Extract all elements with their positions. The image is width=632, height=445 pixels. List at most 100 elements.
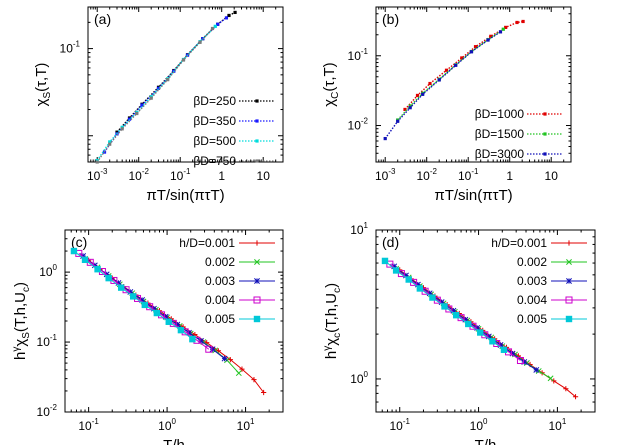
legend: βD=250 βD=350 βD=500 βD=750 [193, 94, 275, 168]
legend-label: βD=1500 [475, 127, 525, 141]
legend-marker [253, 296, 261, 304]
data-point [441, 303, 448, 310]
data-point [509, 350, 516, 357]
panel-c: 10-1 100 101 10-2 10-1 100 (c) T/h hγχS(T,h,Uc) h… [11, 229, 284, 445]
y-tick-label: 100 [350, 370, 368, 386]
data-point [80, 253, 87, 259]
data-point [139, 296, 146, 303]
data-point [500, 346, 508, 353]
legend-marker [253, 315, 261, 323]
data-point [408, 104, 412, 108]
x-tick-label: 10-2 [128, 167, 149, 183]
data-point [405, 276, 412, 283]
legend-label: βD=350 [193, 114, 236, 128]
y-tick-label: 100 [39, 263, 57, 279]
legend-marker [254, 259, 260, 265]
data-point [551, 378, 557, 384]
data-point [227, 13, 231, 18]
data-point [444, 68, 449, 72]
data-point [162, 313, 169, 320]
data-point [408, 106, 412, 110]
data-point [233, 10, 237, 15]
legend-marker [543, 132, 547, 136]
data-point [127, 289, 134, 295]
x-tick-label: 1 [506, 169, 513, 183]
data-point [135, 111, 139, 116]
series-3 [95, 26, 215, 164]
data-point [428, 81, 432, 86]
x-tick-label: 10-2 [416, 167, 437, 183]
plot-frame [375, 6, 572, 163]
data-point [391, 263, 398, 270]
data-point [105, 274, 112, 282]
data-point [181, 58, 186, 62]
data-point [460, 56, 464, 60]
data-point [120, 127, 124, 131]
legend-label: 0.003 [517, 274, 547, 288]
legend-marker [566, 278, 572, 284]
x-axis-label: πT/sin(πτT) [146, 187, 224, 204]
data-point [489, 34, 493, 38]
data-point [189, 335, 196, 343]
x-tick-label: 10-1 [458, 167, 479, 183]
data-point [426, 290, 433, 297]
data-point [396, 119, 400, 123]
x-tick-label: 10-3 [87, 167, 108, 183]
data-point [197, 337, 204, 344]
data-point [516, 357, 524, 365]
panel-label: (b) [382, 11, 399, 27]
data-point [156, 86, 161, 90]
legend-marker [566, 240, 572, 246]
data-point [150, 305, 157, 312]
panel-label: (d) [382, 234, 399, 250]
data-point [498, 30, 503, 34]
x-tick-label: 101 [548, 417, 566, 433]
data-point [149, 96, 153, 100]
x-tick-label: 101 [237, 417, 255, 433]
legend-marker [566, 259, 572, 265]
data-point [210, 26, 215, 31]
data-point [209, 346, 216, 353]
data-point [130, 293, 137, 300]
legend-label: βD=1000 [475, 107, 525, 121]
legend-marker [255, 119, 259, 123]
legend-label: h/D=0.001 [179, 236, 235, 250]
data-point [381, 257, 389, 265]
x-tick-label: 10-3 [375, 167, 396, 183]
series-line [404, 20, 524, 110]
x-tick-label: 10 [257, 169, 271, 183]
data-point [547, 375, 554, 382]
data-point [383, 136, 387, 141]
data-point [186, 329, 192, 336]
data-point [216, 22, 220, 26]
panel-a: 10-3 10-2 10-1 1 10 10-1 (a) πT/sin(πτT) χS(τ,T)… [33, 6, 284, 204]
legend-label: 0.004 [205, 293, 235, 307]
data-point [452, 311, 460, 319]
data-point [438, 299, 445, 306]
data-point [153, 309, 161, 317]
data-point [416, 285, 424, 292]
x-axis-label: πT/sin(πτT) [434, 187, 512, 204]
y-tick-label: 10-1 [37, 333, 58, 349]
data-point [521, 359, 528, 365]
data-point [70, 247, 78, 255]
legend: h/D=0.001 0.002 0.003 0.004 0.005 [179, 236, 275, 326]
x-tick-label: 10-1 [389, 417, 410, 433]
panel-label: (c) [71, 234, 87, 250]
legend-label: 0.005 [205, 312, 235, 326]
series-0 [403, 19, 525, 112]
data-point [489, 338, 496, 345]
data-point [198, 40, 202, 44]
legend-label: βD=250 [193, 94, 236, 108]
data-point [115, 130, 119, 134]
legend-label: βD=500 [193, 134, 236, 148]
data-point [239, 366, 245, 372]
data-point [497, 342, 504, 348]
data-point [386, 260, 394, 268]
y-tick-label: 101 [350, 221, 368, 237]
legend-label: h/D=0.001 [491, 236, 547, 250]
legend-marker [255, 99, 259, 103]
data-point [94, 266, 101, 273]
legend-label: βD=750 [193, 154, 236, 168]
